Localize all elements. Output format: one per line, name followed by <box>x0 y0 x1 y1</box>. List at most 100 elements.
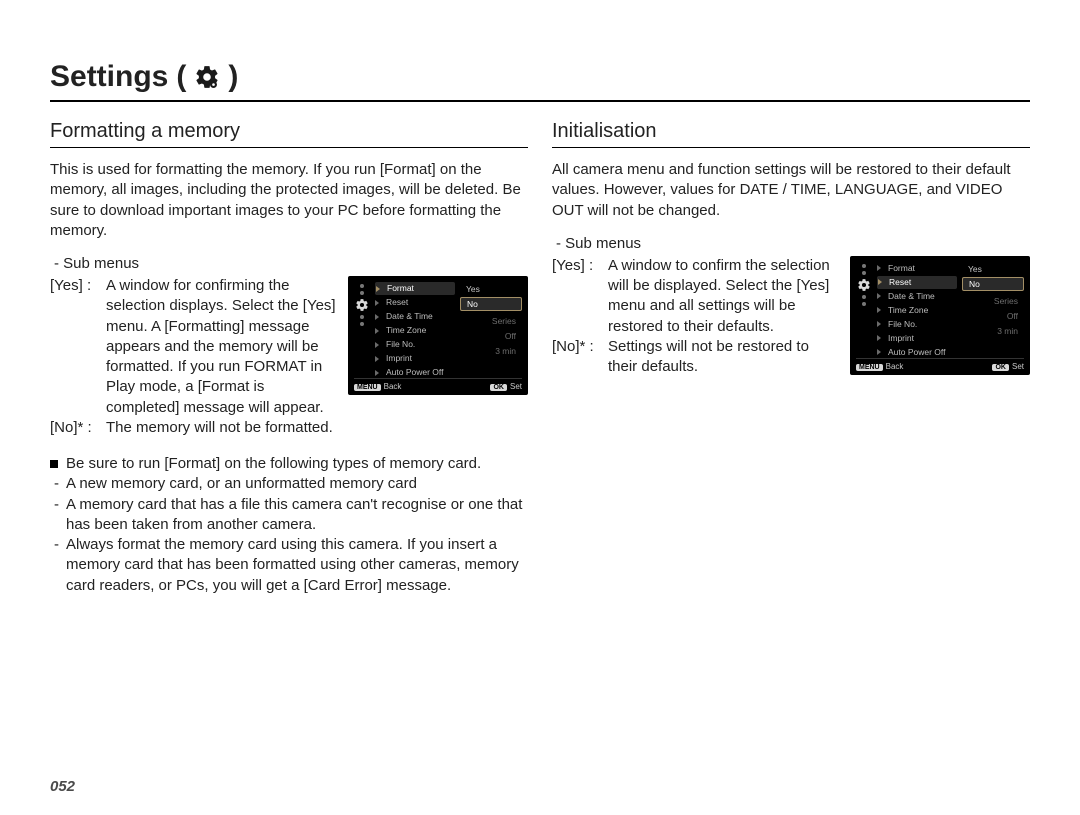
camera-menu-item: Time Zone <box>375 324 455 337</box>
camera-footer: MENUBack OKSet <box>354 378 522 391</box>
camera-menu-item: File No. <box>877 318 957 331</box>
rail-dot-icon <box>360 284 364 288</box>
set-label: Set <box>1012 362 1024 371</box>
camera-footer: MENUBack OKSet <box>856 358 1024 371</box>
back-label: Back <box>384 382 402 391</box>
triangle-icon <box>877 293 885 299</box>
camera-menu-item: Date & Time <box>375 310 455 323</box>
paren-open: ( <box>176 60 186 94</box>
section-heading-format: Formatting a memory <box>50 120 528 148</box>
camera-item-label: File No. <box>888 318 917 331</box>
camera-value-list: YesNoSeriesOff3 min <box>460 282 522 374</box>
triangle-icon <box>375 356 383 362</box>
triangle-icon <box>375 342 383 348</box>
triangle-icon <box>877 321 885 327</box>
page-title-text: Settings <box>50 60 168 94</box>
triangle-icon <box>877 307 885 313</box>
yes-desc: A window to confirm the selection will b… <box>608 256 838 337</box>
note-item: Always format the memory card using this… <box>50 535 528 596</box>
rail-dot-icon <box>862 271 866 275</box>
camera-item-value: Series <box>962 294 1024 308</box>
ok-button-icon: OK <box>490 384 507 391</box>
gear-icon <box>857 278 871 292</box>
triangle-icon <box>375 300 383 306</box>
camera-item-label: Auto Power Off <box>386 366 443 379</box>
camera-menu-item: Reset <box>877 276 957 289</box>
init-submenu-row: [Yes] : A window to confirm the selectio… <box>552 256 1030 378</box>
camera-menu-item: File No. <box>375 338 455 351</box>
camera-item-label: Date & Time <box>888 290 935 303</box>
camera-value-list: YesNoSeriesOff3 min <box>962 262 1024 354</box>
yes-tag: [Yes] <box>552 257 585 274</box>
menu-button-icon: MENU <box>354 384 381 391</box>
camera-item-value: Off <box>962 309 1024 323</box>
camera-menu-list: FormatResetDate & TimeTime ZoneFile No.I… <box>375 282 455 374</box>
camera-menu-reset: FormatResetDate & TimeTime ZoneFile No.I… <box>850 256 1030 375</box>
rail-dot-icon <box>862 264 866 268</box>
camera-menu-item: Imprint <box>877 332 957 345</box>
camera-item-label: Reset <box>386 296 408 309</box>
triangle-icon <box>877 265 885 271</box>
init-submenu-text: [Yes] : A window to confirm the selectio… <box>552 256 838 378</box>
camera-menu-item: Date & Time <box>877 290 957 303</box>
paren-close: ) <box>228 60 238 94</box>
camera-option: Yes <box>460 282 522 296</box>
yes-tag: [Yes] <box>50 277 83 294</box>
camera-option: No <box>460 297 522 311</box>
format-submenu-row: [Yes] : A window for confirming the sele… <box>50 276 528 438</box>
camera-menu-item: Imprint <box>375 352 455 365</box>
camera-rail <box>856 262 872 354</box>
triangle-icon <box>878 279 886 285</box>
content-columns: Formatting a memory This is used for for… <box>50 114 1030 596</box>
camera-item-label: Imprint <box>386 352 412 365</box>
note-item: A new memory card, or an unformatted mem… <box>50 474 528 494</box>
no-tag: [No]* <box>552 338 585 355</box>
left-column: Formatting a memory This is used for for… <box>50 114 528 596</box>
submenus-label: - Sub menus <box>54 255 528 272</box>
triangle-icon <box>375 314 383 320</box>
camera-item-label: Time Zone <box>888 304 928 317</box>
camera-item-label: Reset <box>889 276 911 289</box>
camera-item-label: Auto Power Off <box>888 346 945 359</box>
format-intro: This is used for formatting the memory. … <box>50 160 528 241</box>
yes-desc: A window for confirming the selection di… <box>106 276 336 418</box>
menu-button-icon: MENU <box>856 364 883 371</box>
triangle-icon <box>376 286 384 292</box>
format-submenu-text: [Yes] : A window for confirming the sele… <box>50 276 336 438</box>
section-heading-init: Initialisation <box>552 120 1030 148</box>
page-title: Settings ( ) <box>50 60 1030 102</box>
camera-menu-list: FormatResetDate & TimeTime ZoneFile No.I… <box>877 262 957 354</box>
rail-dot-icon <box>360 291 364 295</box>
manual-page: Settings ( ) Formatting a memory This is… <box>0 0 1080 815</box>
camera-menu-item: Auto Power Off <box>375 366 455 379</box>
triangle-icon <box>375 370 383 376</box>
rail-dot-icon <box>862 295 866 299</box>
set-label: Set <box>510 382 522 391</box>
camera-item-value: Series <box>460 314 522 328</box>
ok-button-icon: OK <box>992 364 1009 371</box>
gear-icon <box>355 298 369 312</box>
camera-menu-format: FormatResetDate & TimeTime ZoneFile No.I… <box>348 276 528 395</box>
triangle-icon <box>877 349 885 355</box>
rail-dot-icon <box>360 315 364 319</box>
camera-rail <box>354 282 370 374</box>
camera-item-value: Off <box>460 329 522 343</box>
rail-dot-icon <box>862 302 866 306</box>
camera-menu-item: Format <box>375 282 455 295</box>
camera-menu-item: Auto Power Off <box>877 346 957 359</box>
camera-item-label: Format <box>888 262 915 275</box>
note-lead: Be sure to run [Format] on the following… <box>50 454 528 474</box>
camera-item-value: 3 min <box>962 324 1024 338</box>
right-column: Initialisation All camera menu and funct… <box>552 114 1030 596</box>
back-label: Back <box>886 362 904 371</box>
format-notes: Be sure to run [Format] on the following… <box>50 454 528 596</box>
rail-dot-icon <box>360 322 364 326</box>
camera-option: Yes <box>962 262 1024 276</box>
camera-item-label: Time Zone <box>386 324 426 337</box>
page-number: 052 <box>50 778 75 795</box>
no-desc: Settings will not be restored to their d… <box>608 337 838 378</box>
triangle-icon <box>375 328 383 334</box>
camera-item-label: Imprint <box>888 332 914 345</box>
init-intro: All camera menu and function settings wi… <box>552 160 1030 221</box>
camera-item-label: Date & Time <box>386 310 433 323</box>
